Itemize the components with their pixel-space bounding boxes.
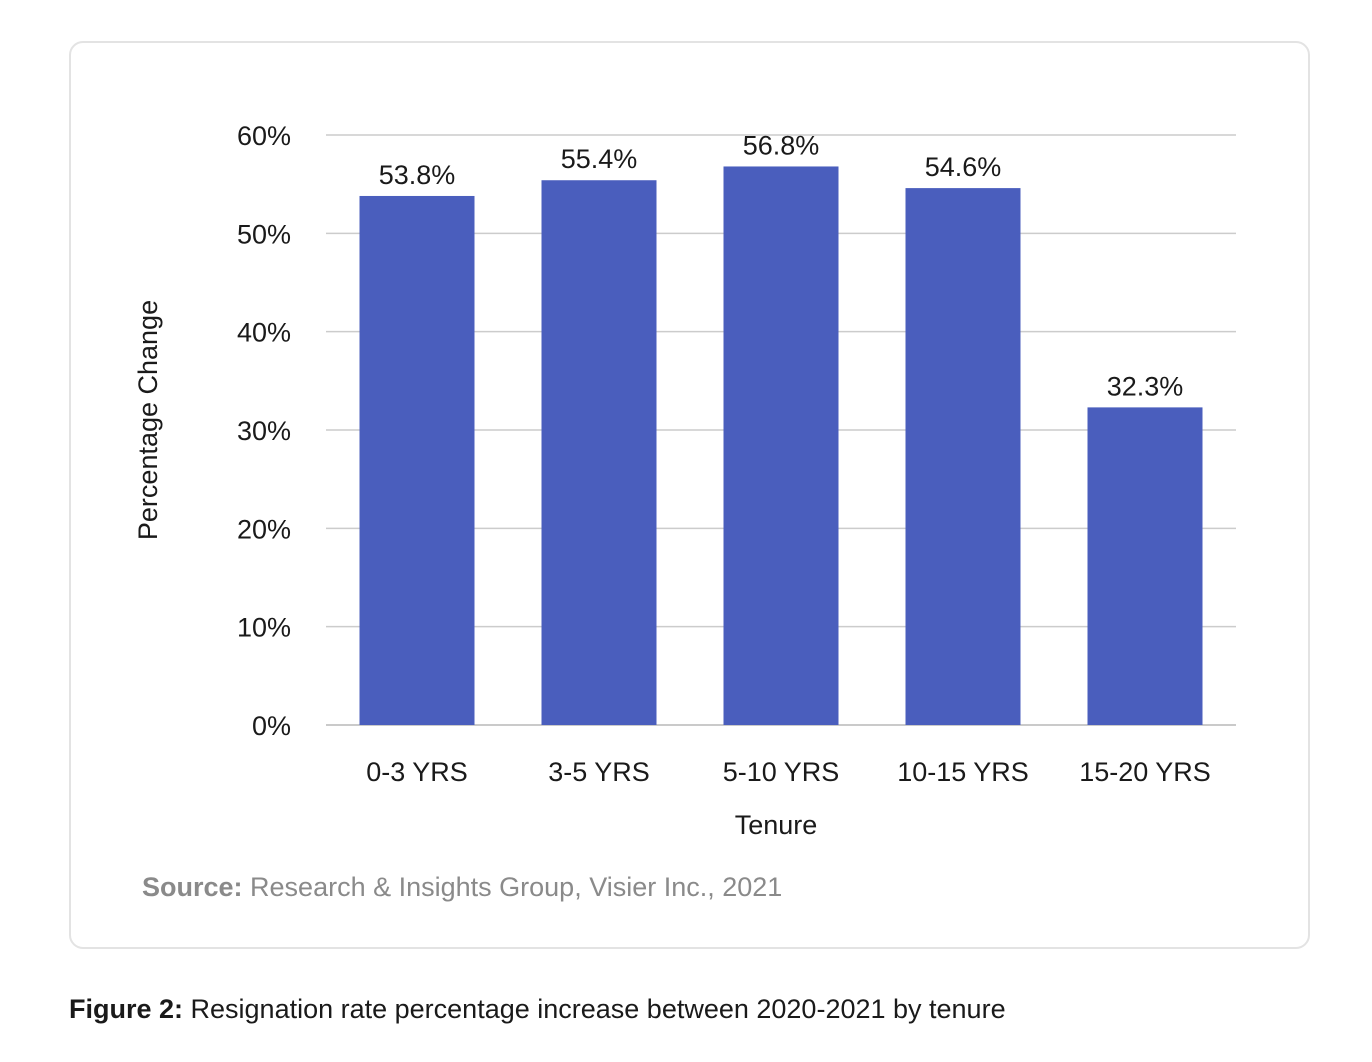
source-label: Source: [142,872,243,902]
x-tick-label: 15-20 YRS [1079,757,1211,787]
bar [541,180,657,725]
bars [359,166,1203,726]
y-tick-label: 20% [237,514,291,544]
y-tick-label: 50% [237,219,291,249]
data-label: 53.8% [379,160,456,190]
x-tick-label: 3-5 YRS [548,757,650,787]
y-axis-ticks: 0% 10% 20% 30% 40% 50% 60% [237,121,291,741]
y-tick-label: 0% [252,711,291,741]
y-tick-label: 30% [237,416,291,446]
data-label: 54.6% [925,152,1002,182]
y-tick-label: 10% [237,613,291,643]
figure-caption: Figure 2: Resignation rate percentage in… [69,994,1006,1025]
y-tick-label: 60% [237,121,291,151]
data-label: 55.4% [561,144,638,174]
data-label: 56.8% [743,130,820,160]
caption-label: Figure 2: [69,994,184,1024]
y-axis-title: Percentage Change [133,300,163,540]
x-tick-label: 0-3 YRS [366,757,468,787]
y-tick-label: 40% [237,318,291,348]
x-tick-label: 10-15 YRS [897,757,1029,787]
bar [723,166,839,725]
x-axis-title: Tenure [735,810,818,840]
bar [905,188,1021,726]
bar [359,195,475,725]
x-tick-label: 5-10 YRS [723,757,840,787]
data-labels: 53.8% 55.4% 56.8% 54.6% 32.3% [379,130,1184,401]
source-text: Research & Insights Group, Visier Inc., … [242,872,783,902]
data-label: 32.3% [1107,371,1184,401]
caption-text: Resignation rate percentage increase bet… [183,994,1006,1024]
source-note: Source: Research & Insights Group, Visie… [142,872,782,903]
bar [1087,407,1203,725]
x-axis-ticks: 0-3 YRS 3-5 YRS 5-10 YRS 10-15 YRS 15-20 YRS [366,757,1211,787]
